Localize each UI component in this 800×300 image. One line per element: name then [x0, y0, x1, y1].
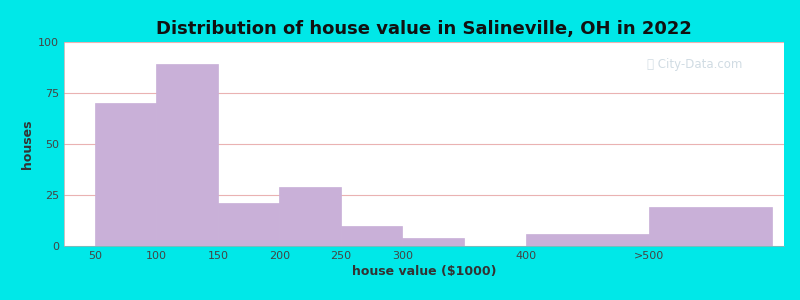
Bar	[279, 187, 341, 246]
Bar	[402, 238, 464, 246]
Text: ⓘ City-Data.com: ⓘ City-Data.com	[647, 58, 742, 71]
Title: Distribution of house value in Salineville, OH in 2022: Distribution of house value in Salinevil…	[156, 20, 692, 38]
Bar	[218, 203, 279, 246]
Bar	[341, 226, 402, 246]
Bar	[649, 207, 772, 246]
Bar	[526, 234, 649, 246]
Bar	[156, 64, 218, 246]
Bar	[94, 103, 156, 246]
X-axis label: house value ($1000): house value ($1000)	[352, 265, 496, 278]
Y-axis label: houses: houses	[21, 119, 34, 169]
